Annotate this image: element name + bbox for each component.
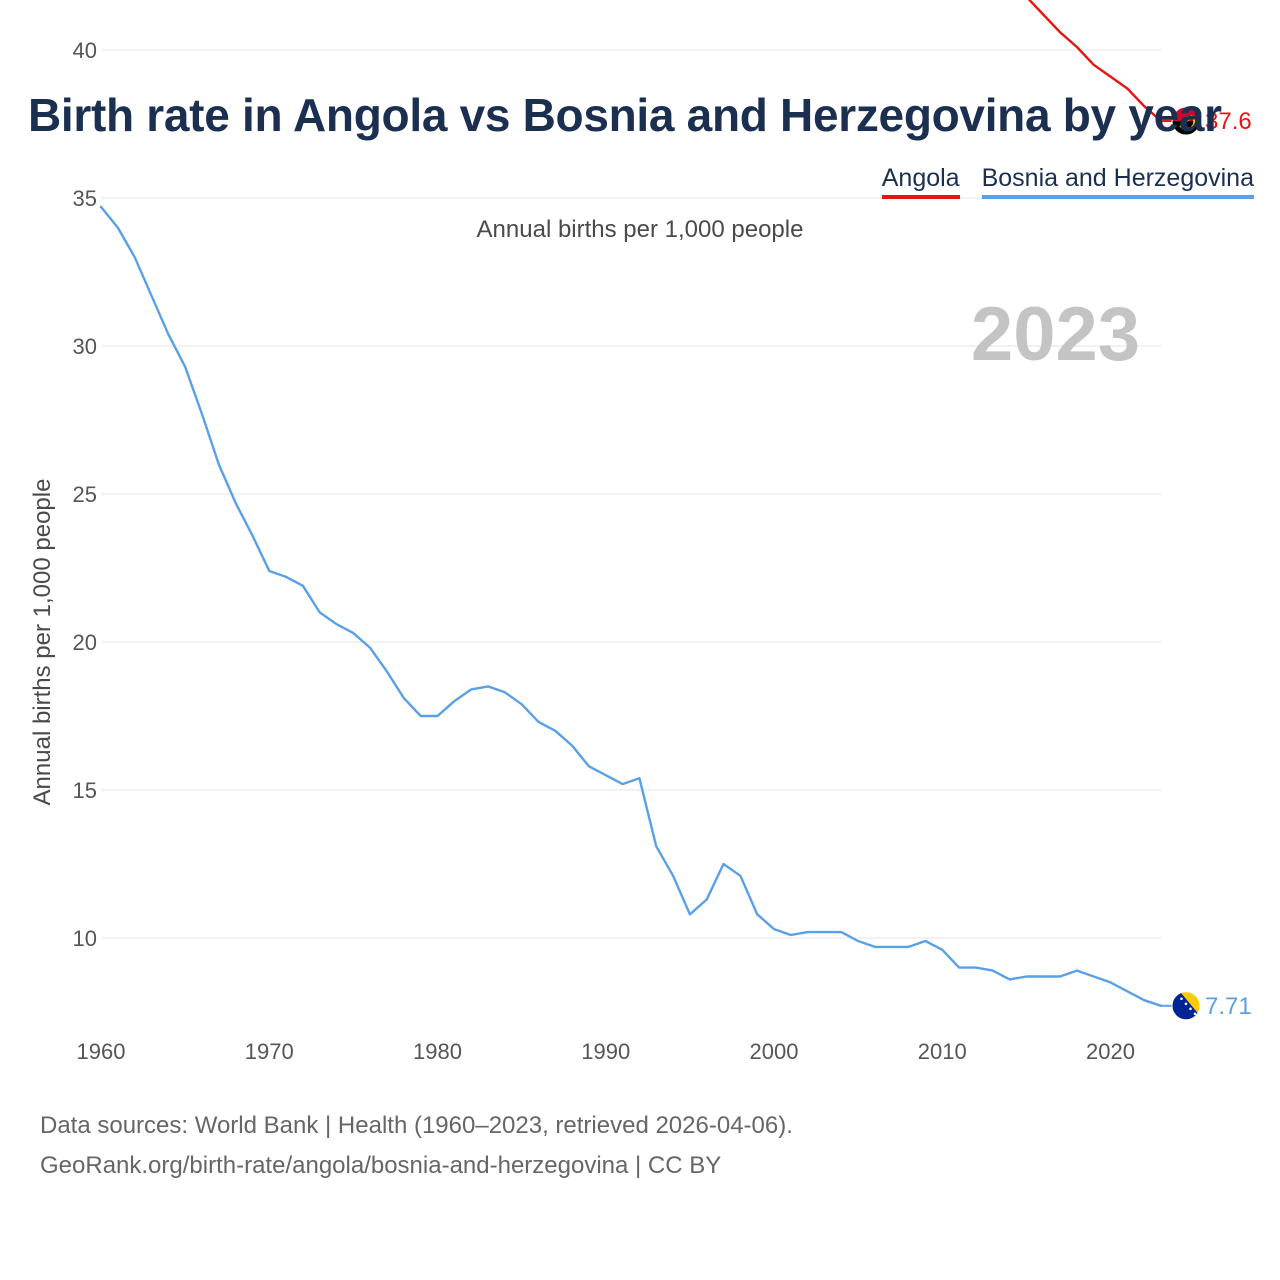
x-tick-label: 1980 — [413, 1039, 462, 1064]
x-tick-label: 2020 — [1086, 1039, 1135, 1064]
x-axis-ticks: 1960 1970 1980 1990 2000 2010 2020 — [77, 1039, 1135, 1064]
series-lines — [99, 0, 1163, 1007]
legend: Angola Bosnia and Herzegovina — [881, 164, 1254, 199]
y-axis-ticks: 101520253035404550 — [73, 38, 97, 951]
end-value-label-angola: 37.6 — [1205, 108, 1252, 135]
y-tick-label: 10 — [73, 926, 97, 951]
legend-item-angola[interactable]: Angola — [881, 164, 960, 199]
x-tick-label: 1990 — [581, 1039, 630, 1064]
chart-title: Birth rate in Angola vs Bosnia and Herze… — [28, 89, 1222, 141]
y-tick-label: 20 — [73, 630, 97, 655]
footer: Data sources: World Bank | Health (1960–… — [40, 1106, 793, 1186]
end-value-label-bosnia: 7.71 — [1205, 993, 1252, 1020]
series-line-bosnia — [99, 205, 1163, 1007]
y-axis-label: Annual births per 1,000 people — [29, 479, 56, 806]
legend-item-bosnia[interactable]: Bosnia and Herzegovina — [981, 164, 1254, 199]
x-tick-label: 1970 — [245, 1039, 294, 1064]
end-markers: 37.6 7.71 — [1161, 106, 1252, 1021]
y-tick-label: 30 — [73, 334, 97, 359]
footer-sources: Data sources: World Bank | Health (1960–… — [40, 1112, 793, 1139]
y-tick-label: 25 — [73, 482, 97, 507]
y-tick-label: 40 — [73, 38, 97, 63]
y-tick-label: 35 — [73, 186, 97, 211]
angola-flag-icon — [1171, 106, 1201, 136]
x-tick-label: 2010 — [918, 1039, 967, 1064]
chart-subtitle: Annual births per 1,000 people — [476, 216, 804, 243]
y-tick-label: 15 — [73, 778, 97, 803]
gridlines — [101, 49, 1161, 939]
x-tick-label: 2000 — [750, 1039, 799, 1064]
bosnia-flag-icon — [1171, 991, 1201, 1021]
year-badge: 2023 — [971, 292, 1140, 377]
footer-attribution: GeoRank.org/birth-rate/angola/bosnia-and… — [40, 1152, 722, 1179]
x-tick-label: 1960 — [77, 1039, 126, 1064]
